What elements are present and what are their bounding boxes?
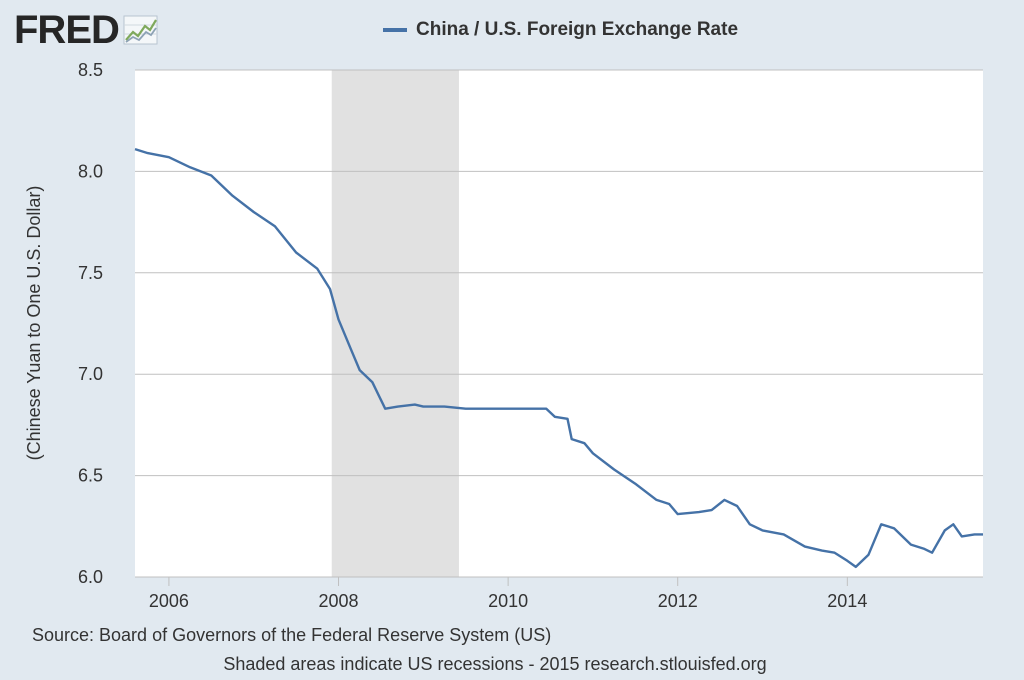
fred-chart-icon	[123, 15, 158, 45]
x-tick-label-2012: 2012	[658, 591, 698, 611]
x-ticks-group	[135, 576, 983, 586]
fred-logo-text: FRED	[14, 8, 120, 52]
y-tick-label-8.0: 8.0	[78, 161, 103, 181]
series-line-1	[134, 147, 983, 569]
y-tick-labels-group: 6.0 6.5 7.0 7.5 8.0 8.5	[78, 60, 103, 587]
source-note: Source: Board of Governors of the Federa…	[32, 625, 552, 645]
y-tick-label-7.0: 7.0	[78, 364, 103, 384]
chart-legend: China / U.S. Foreign Exchange Rate	[383, 19, 738, 41]
recession-shading-group	[331, 70, 459, 577]
plot-area-background	[135, 70, 983, 577]
y-axis-title: (Chinese Yuan to One U.S. Dollar)	[24, 186, 44, 461]
x-tick-labels-group: 2006 2008 2010 2012 2014	[149, 591, 867, 611]
y-tick-label-8.5: 8.5	[78, 60, 103, 80]
x-tick-label-2008: 2008	[318, 591, 358, 611]
y-tick-label-6.5: 6.5	[78, 466, 103, 486]
gridlines-group	[135, 69, 983, 477]
recession-note: Shaded areas indicate US recessions - 20…	[223, 654, 767, 674]
y-tick-label-6.0: 6.0	[78, 567, 103, 587]
y-tick-label-7.5: 7.5	[78, 263, 103, 283]
recession-band-1	[331, 70, 459, 577]
x-tick-label-2010: 2010	[488, 591, 528, 611]
legend-swatch	[383, 28, 407, 32]
fred-logo[interactable]: FRED	[14, 10, 159, 50]
legend-label: China / U.S. Foreign Exchange Rate	[416, 19, 739, 40]
x-tick-label-2014: 2014	[827, 591, 867, 611]
x-tick-label-2006: 2006	[149, 591, 189, 611]
series-group	[134, 147, 983, 569]
